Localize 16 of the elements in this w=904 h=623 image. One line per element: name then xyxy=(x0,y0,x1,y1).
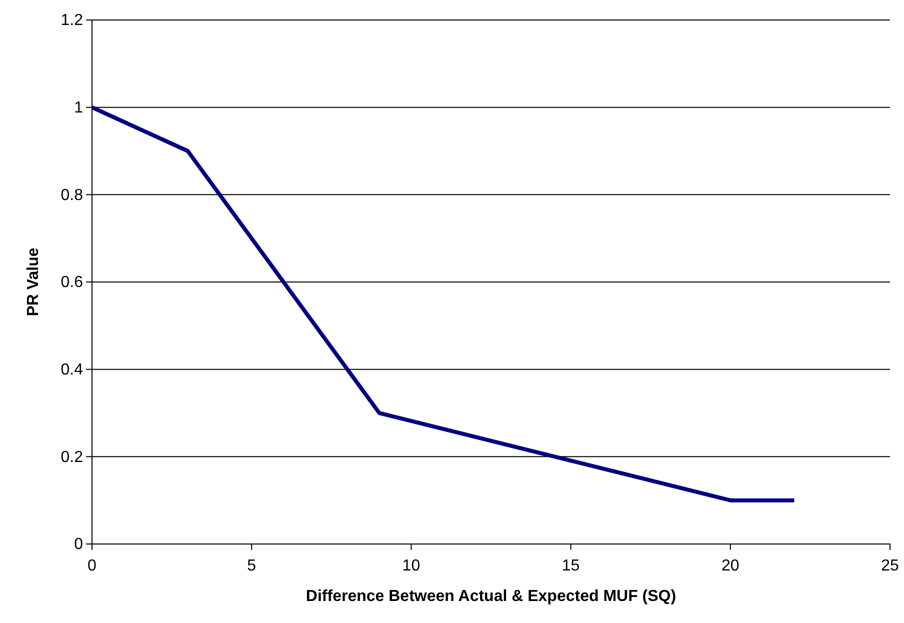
y-tick-label: 0.4 xyxy=(60,361,84,378)
y-tick-label: 1 xyxy=(74,99,84,116)
x-tick-label: 0 xyxy=(88,558,97,575)
x-tick-label: 25 xyxy=(881,558,899,575)
y-axis-title: PR Value xyxy=(25,248,42,316)
y-tick-label: 1.2 xyxy=(60,12,84,30)
x-axis-title: Difference Between Actual & Expected MUF (SQ) xyxy=(306,588,676,605)
y-tick-label: 0 xyxy=(74,536,84,554)
x-tick-label: 10 xyxy=(402,558,420,575)
line-series xyxy=(90,105,796,502)
y-tick-label: 0.8 xyxy=(60,186,84,204)
x-tick-label: 5 xyxy=(247,558,256,575)
x-tick-label: 20 xyxy=(722,558,740,575)
x-tick-label: 15 xyxy=(562,558,580,575)
y-tick-label: 0.2 xyxy=(60,448,84,466)
y-tick-label: 0.6 xyxy=(60,274,84,292)
